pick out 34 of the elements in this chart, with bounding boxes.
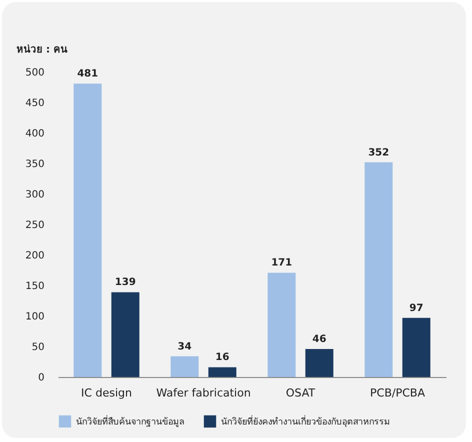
y-tick-label: 200: [25, 250, 44, 262]
y-tick-label: 500: [25, 68, 44, 78]
y-tick-label: 450: [25, 98, 44, 109]
bar: [364, 162, 393, 377]
bar: [170, 356, 199, 377]
y-tick-label: 300: [25, 190, 44, 200]
data-label: 46: [312, 334, 326, 345]
data-label: 352: [368, 147, 390, 158]
data-label: 139: [114, 277, 136, 288]
bar: [111, 292, 140, 377]
y-axis-title: หน่วย : คน: [16, 44, 68, 56]
y-tick-label: 50: [32, 342, 44, 353]
bar: [208, 367, 236, 377]
x-tick-label: Wafer fabrication: [156, 386, 251, 400]
y-tick-label: 350: [25, 159, 44, 170]
bar: [305, 348, 334, 377]
data-label: 481: [77, 68, 98, 80]
bar: [268, 272, 296, 377]
y-tick-label: 150: [25, 281, 44, 292]
bar: [74, 84, 102, 377]
data-label: 171: [271, 258, 292, 269]
data-label: 97: [409, 302, 424, 314]
y-tick-label: 250: [25, 220, 44, 231]
y-tick-label: 0: [38, 372, 44, 384]
x-tick-label: OSAT: [286, 386, 316, 400]
data-label: 34: [178, 341, 192, 352]
x-tick-label: PCB/PCBA: [370, 386, 426, 400]
y-tick-label: 400: [25, 128, 44, 140]
y-tick-label: 100: [25, 312, 44, 322]
legend-label: นักวิจัยที่ยังคงทำงานเกี่ยวข้องกับอุตสาหกรรม: [221, 414, 390, 428]
legend-label: นักวิจัยที่สืบค้นจากฐานข้อมูล: [76, 414, 185, 428]
bar: [402, 318, 430, 377]
data-label: 16: [215, 352, 230, 364]
x-tick-label: IC design: [81, 386, 132, 400]
